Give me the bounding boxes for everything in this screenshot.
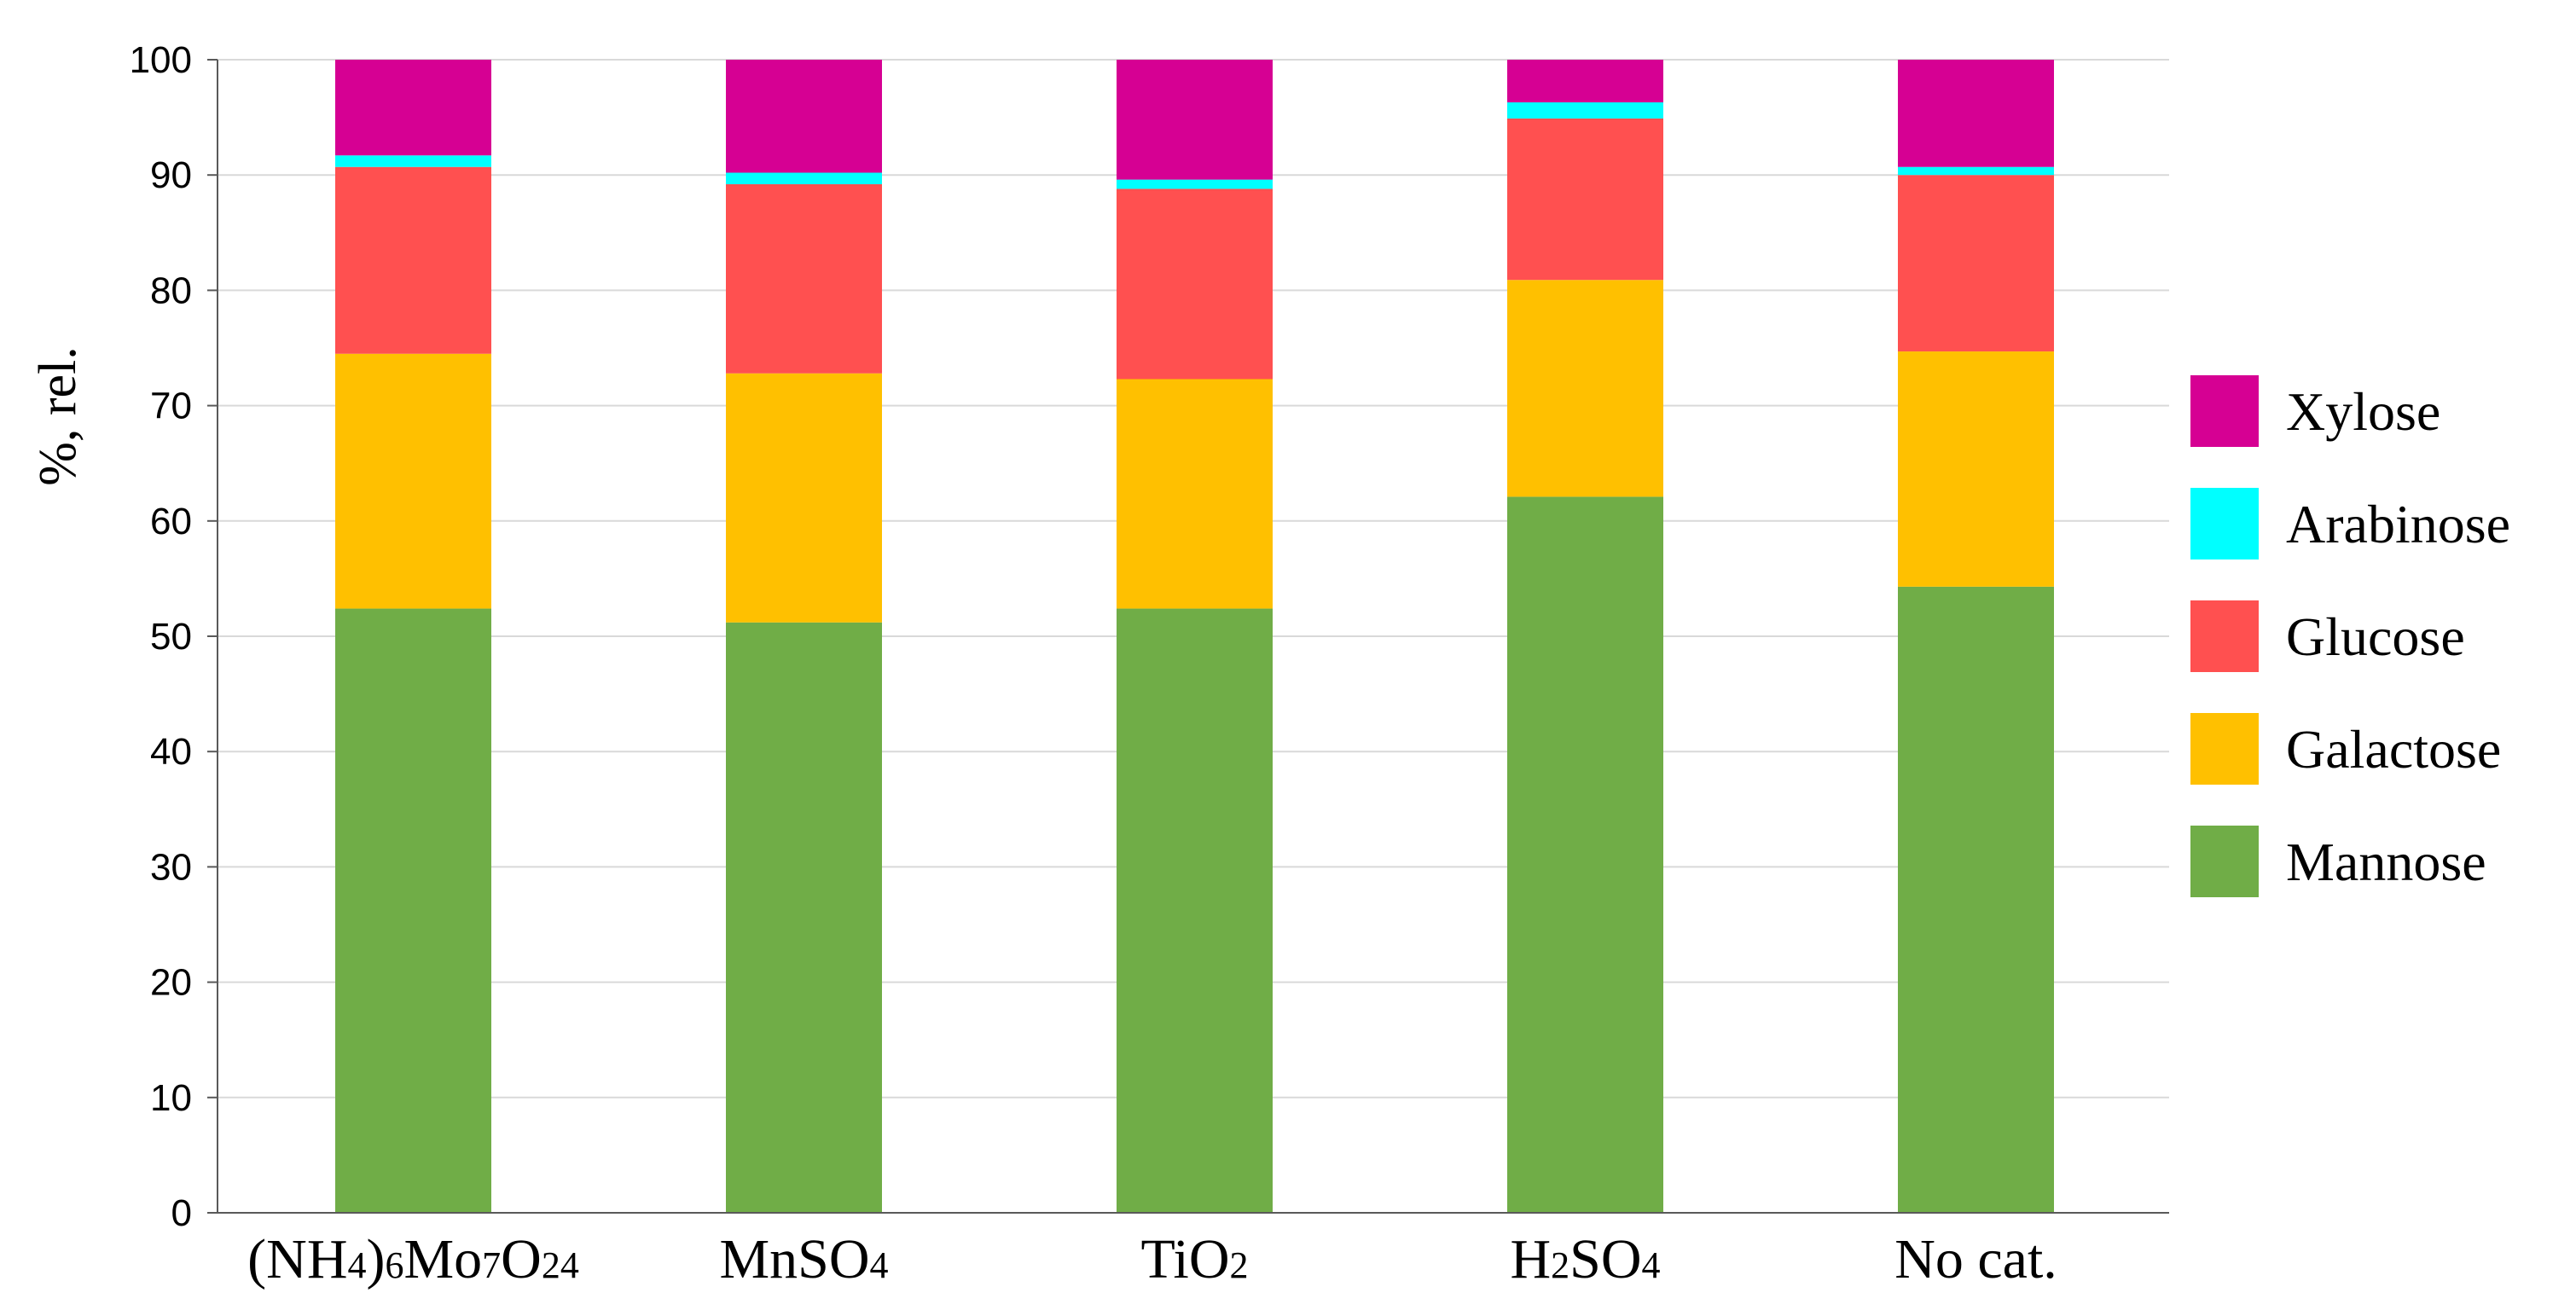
- bar-segment-galactose-1: [726, 373, 882, 623]
- y-axis-title: %, rel.: [29, 346, 87, 486]
- y-tick-label: 70: [150, 386, 192, 427]
- bar-segment-xylose-3: [1507, 60, 1663, 103]
- x-tick-label-part: SO: [1569, 1228, 1641, 1290]
- legend: Xylose Arabinose Glucose Galactose Mannose: [2190, 375, 2510, 897]
- legend-label-mannose: Mannose: [2286, 832, 2486, 892]
- y-tick-label: 90: [150, 154, 192, 196]
- bar-segment-galactose-0: [335, 353, 491, 609]
- y-tick-label: 60: [150, 501, 192, 542]
- bar-segment-xylose-2: [1117, 60, 1273, 180]
- x-tick-label-part: Mo: [403, 1228, 482, 1290]
- bar-segment-mannose-2: [1117, 608, 1273, 1213]
- x-tick-label-part: 2: [1551, 1244, 1569, 1286]
- y-tick-label: 30: [150, 846, 192, 888]
- bar-segment-arabinose-2: [1117, 179, 1273, 189]
- bar-segment-galactose-4: [1898, 351, 2054, 587]
- bar-segment-xylose-4: [1898, 60, 2054, 167]
- x-tick-label-part: H: [1510, 1228, 1551, 1290]
- legend-swatch-xylose: [2190, 375, 2259, 447]
- legend-label-arabinose: Arabinose: [2286, 494, 2510, 554]
- legend-swatch-mannose: [2190, 826, 2259, 897]
- x-tick-label-part: 2: [1230, 1244, 1249, 1286]
- x-tick-label-part: (NH: [247, 1228, 347, 1290]
- x-tick-label: No cat.: [1894, 1228, 2057, 1290]
- bar-segment-arabinose-4: [1898, 166, 2054, 176]
- x-tick-label-part: ): [366, 1228, 385, 1290]
- legend-swatch-arabinose: [2190, 488, 2259, 559]
- bar-segment-glucose-1: [726, 184, 882, 374]
- y-tick-label: 80: [150, 270, 192, 311]
- bar-segment-arabinose-1: [726, 172, 882, 185]
- x-tick-label: MnSO4: [719, 1228, 888, 1290]
- y-tick-label: 50: [150, 616, 192, 658]
- x-tick-label: TiO2: [1141, 1228, 1249, 1290]
- legend-label-galactose: Galactose: [2286, 719, 2501, 780]
- x-tick-label-part: 4: [870, 1244, 889, 1286]
- y-tick-label: 40: [150, 731, 192, 773]
- bar-segment-xylose-0: [335, 60, 491, 156]
- x-tick-label: H2SO4: [1510, 1228, 1660, 1290]
- legend-label-glucose: Glucose: [2286, 606, 2465, 667]
- bar-segment-mannose-0: [335, 608, 491, 1213]
- x-tick-label-part: 24: [542, 1244, 579, 1286]
- bar-segment-arabinose-3: [1507, 102, 1663, 119]
- legend-swatch-glucose: [2190, 600, 2259, 672]
- y-tick-label: 20: [150, 962, 192, 1004]
- y-tick-label: 10: [150, 1077, 192, 1119]
- y-tick-label: 100: [130, 39, 192, 81]
- x-tick-label-part: 6: [385, 1244, 403, 1286]
- bar-segment-mannose-4: [1898, 586, 2054, 1213]
- legend-swatch-galactose: [2190, 713, 2259, 785]
- bar-segment-glucose-3: [1507, 118, 1663, 281]
- bar-segment-arabinose-0: [335, 155, 491, 167]
- bar-segment-mannose-1: [726, 622, 882, 1213]
- bar-segment-glucose-0: [335, 166, 491, 354]
- x-tick-label-part: No cat.: [1894, 1228, 2057, 1290]
- x-tick-label: (NH4)6Mo7O24: [247, 1228, 579, 1290]
- bar-segment-galactose-2: [1117, 379, 1273, 609]
- bar-segment-glucose-2: [1117, 188, 1273, 380]
- x-tick-label-part: 4: [1642, 1244, 1661, 1286]
- y-tick-label: 0: [171, 1192, 192, 1234]
- x-tick-label-part: 4: [347, 1244, 366, 1286]
- x-tick-label-part: O: [501, 1228, 542, 1290]
- x-tick-label-part: MnSO: [719, 1228, 869, 1290]
- legend-label-xylose: Xylose: [2286, 381, 2440, 442]
- x-tick-label-part: TiO: [1141, 1228, 1230, 1290]
- bars: [335, 60, 2054, 1213]
- bar-segment-galactose-3: [1507, 280, 1663, 497]
- bar-segment-glucose-4: [1898, 175, 2054, 352]
- bar-segment-xylose-1: [726, 60, 882, 173]
- bar-segment-mannose-3: [1507, 496, 1663, 1213]
- x-tick-label-part: 7: [482, 1244, 501, 1286]
